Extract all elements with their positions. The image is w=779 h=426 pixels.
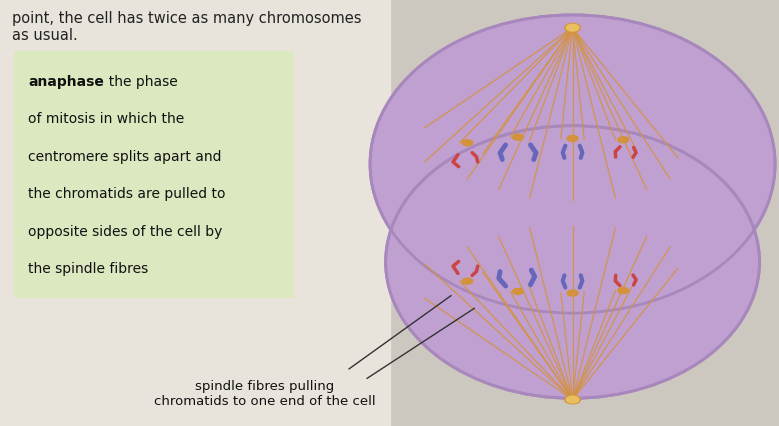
Bar (0, 0, 390, 426)
Circle shape (618, 288, 629, 294)
Ellipse shape (425, 153, 721, 273)
Text: centromere splits apart and: centromere splits apart and (28, 150, 221, 164)
Circle shape (513, 288, 523, 294)
Text: opposite sides of the cell by: opposite sides of the cell by (28, 225, 223, 239)
Text: the chromatids are pulled to: the chromatids are pulled to (28, 187, 226, 201)
Circle shape (566, 24, 579, 31)
Circle shape (618, 137, 629, 143)
Circle shape (565, 395, 580, 404)
Ellipse shape (386, 126, 760, 398)
Circle shape (513, 134, 523, 140)
Circle shape (567, 135, 578, 141)
Text: anaphase: anaphase (28, 75, 104, 89)
Circle shape (566, 396, 579, 403)
Circle shape (462, 278, 473, 284)
Text: of mitosis in which the: of mitosis in which the (28, 112, 185, 126)
Circle shape (462, 140, 473, 146)
Ellipse shape (370, 15, 775, 313)
Circle shape (567, 290, 578, 296)
Text: spindle fibres pulling
chromatids to one end of the cell: spindle fibres pulling chromatids to one… (154, 380, 375, 408)
Text: point, the cell has twice as many chromosomes
as usual.: point, the cell has twice as many chromo… (12, 11, 361, 43)
Circle shape (565, 23, 580, 32)
FancyBboxPatch shape (14, 51, 294, 298)
Text: the phase: the phase (100, 75, 178, 89)
Text: the spindle fibres: the spindle fibres (28, 262, 148, 276)
